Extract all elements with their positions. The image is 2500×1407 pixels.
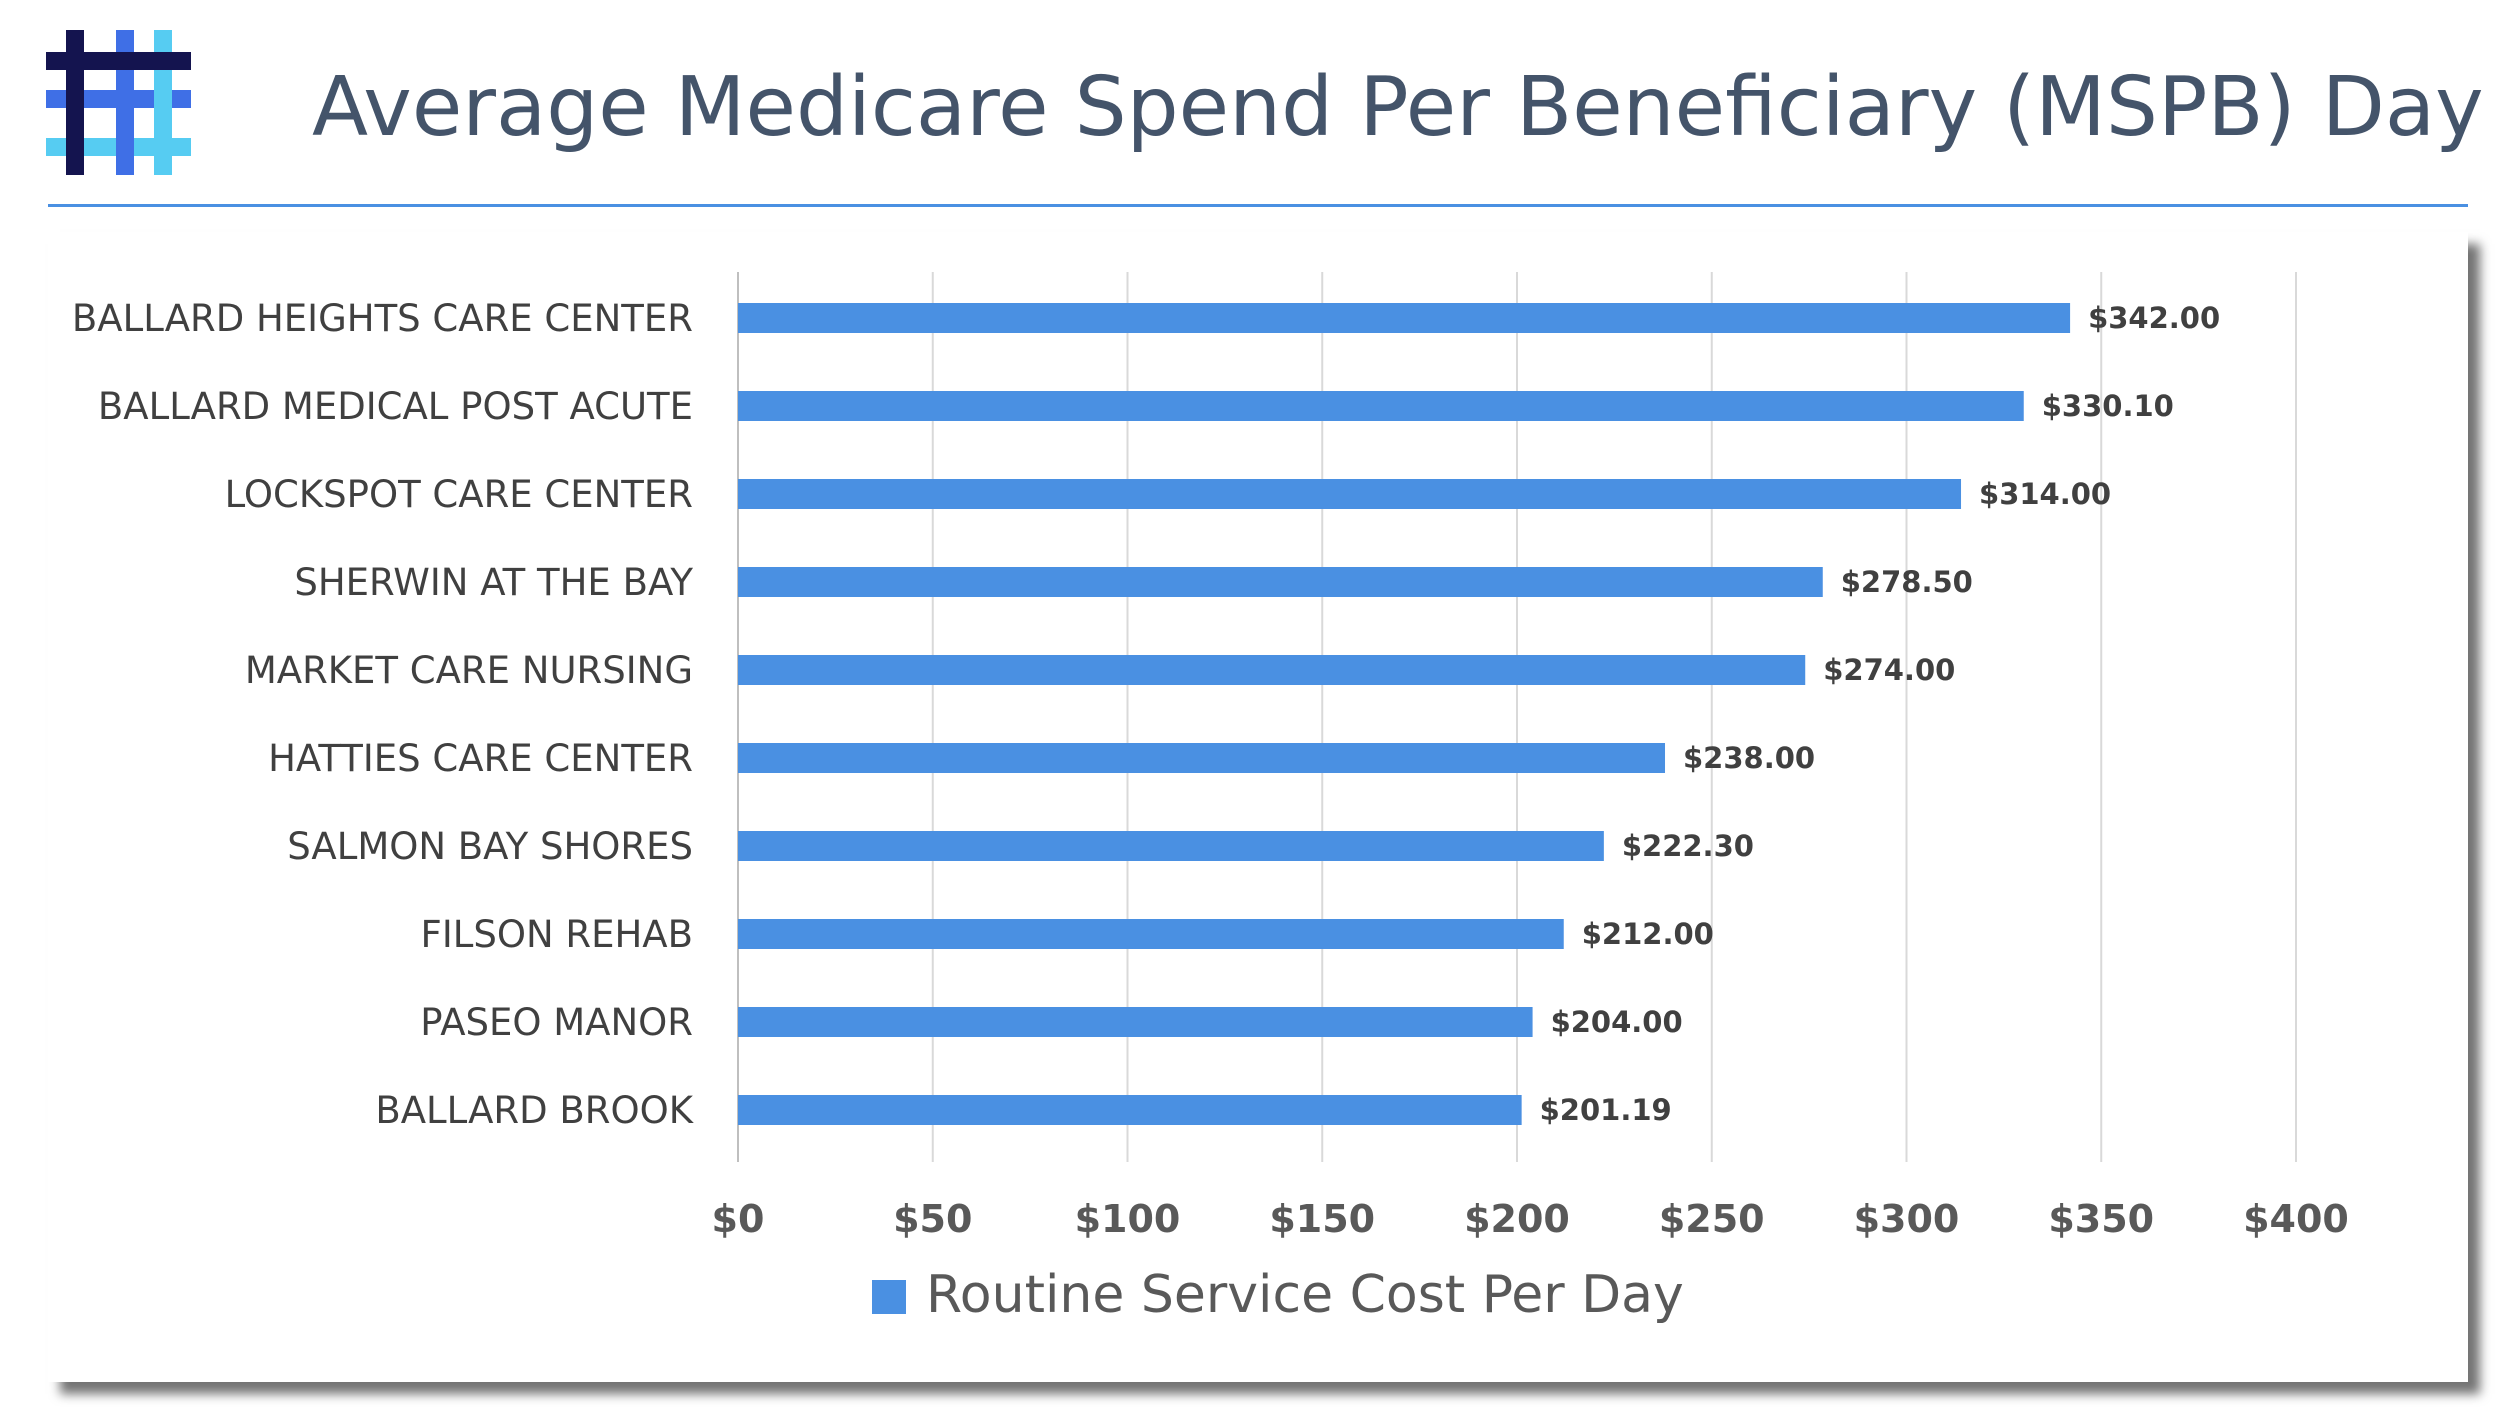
page-title: Average Medicare Spend Per Beneficiary (… bbox=[312, 60, 2484, 155]
legend-swatch bbox=[872, 1280, 906, 1314]
bar-chart: $0 $50 $100 $150 $200 $250 $300 $350 $400 BALLARD… bbox=[72, 272, 2349, 1325]
data-label: $278.50 bbox=[1841, 565, 1973, 599]
bar bbox=[738, 1007, 1533, 1037]
category-label: HATTIES CARE CENTER bbox=[268, 737, 693, 780]
data-label: $330.10 bbox=[2042, 389, 2174, 423]
bar bbox=[738, 919, 1564, 949]
category-label: MARKET CARE NURSING bbox=[245, 649, 693, 692]
data-label: $342.00 bbox=[2088, 301, 2220, 335]
data-label: $314.00 bbox=[1979, 477, 2111, 511]
x-tick-label: $200 bbox=[1464, 1197, 1570, 1241]
x-tick-label: $400 bbox=[2243, 1197, 2349, 1241]
bar bbox=[738, 743, 1666, 773]
category-label: SALMON BAY SHORES bbox=[287, 825, 693, 868]
bar bbox=[738, 391, 2024, 421]
category-label: SHERWIN AT THE BAY bbox=[294, 561, 693, 604]
title-divider bbox=[48, 204, 2468, 207]
category-label: BALLARD MEDICAL POST ACUTE bbox=[98, 385, 693, 428]
x-tick-label: $250 bbox=[1659, 1197, 1765, 1241]
hashtag-logo-icon bbox=[46, 30, 191, 175]
x-tick-label: $0 bbox=[712, 1197, 765, 1241]
bar bbox=[738, 303, 2071, 333]
data-label: $201.19 bbox=[1540, 1093, 1672, 1127]
category-label: LOCKSPOT CARE CENTER bbox=[225, 473, 693, 516]
bar bbox=[738, 567, 1823, 597]
category-label: PASEO MANOR bbox=[420, 1001, 693, 1044]
category-label: BALLARD BROOK bbox=[375, 1089, 694, 1132]
x-tick-label: $50 bbox=[893, 1197, 972, 1241]
bar bbox=[738, 1095, 1522, 1125]
x-tick-label: $150 bbox=[1269, 1197, 1375, 1241]
data-label: $238.00 bbox=[1683, 741, 1815, 775]
bar bbox=[738, 479, 1962, 509]
data-label: $204.00 bbox=[1551, 1005, 1683, 1039]
bar bbox=[738, 831, 1604, 861]
chart-panel: $0 $50 $100 $150 $200 $250 $300 $350 $400 BALLARD… bbox=[48, 232, 2468, 1382]
category-label: BALLARD HEIGHTS CARE CENTER bbox=[72, 297, 693, 340]
x-tick-label: $300 bbox=[1854, 1197, 1960, 1241]
data-label: $274.00 bbox=[1823, 653, 1955, 687]
x-tick-label: $100 bbox=[1075, 1197, 1181, 1241]
data-label: $222.30 bbox=[1622, 829, 1754, 863]
x-tick-label: $350 bbox=[2048, 1197, 2154, 1241]
data-label: $212.00 bbox=[1582, 917, 1714, 951]
category-label: FILSON REHAB bbox=[421, 913, 693, 956]
bar bbox=[738, 655, 1806, 685]
legend-label: Routine Service Cost Per Day bbox=[926, 1265, 1684, 1325]
